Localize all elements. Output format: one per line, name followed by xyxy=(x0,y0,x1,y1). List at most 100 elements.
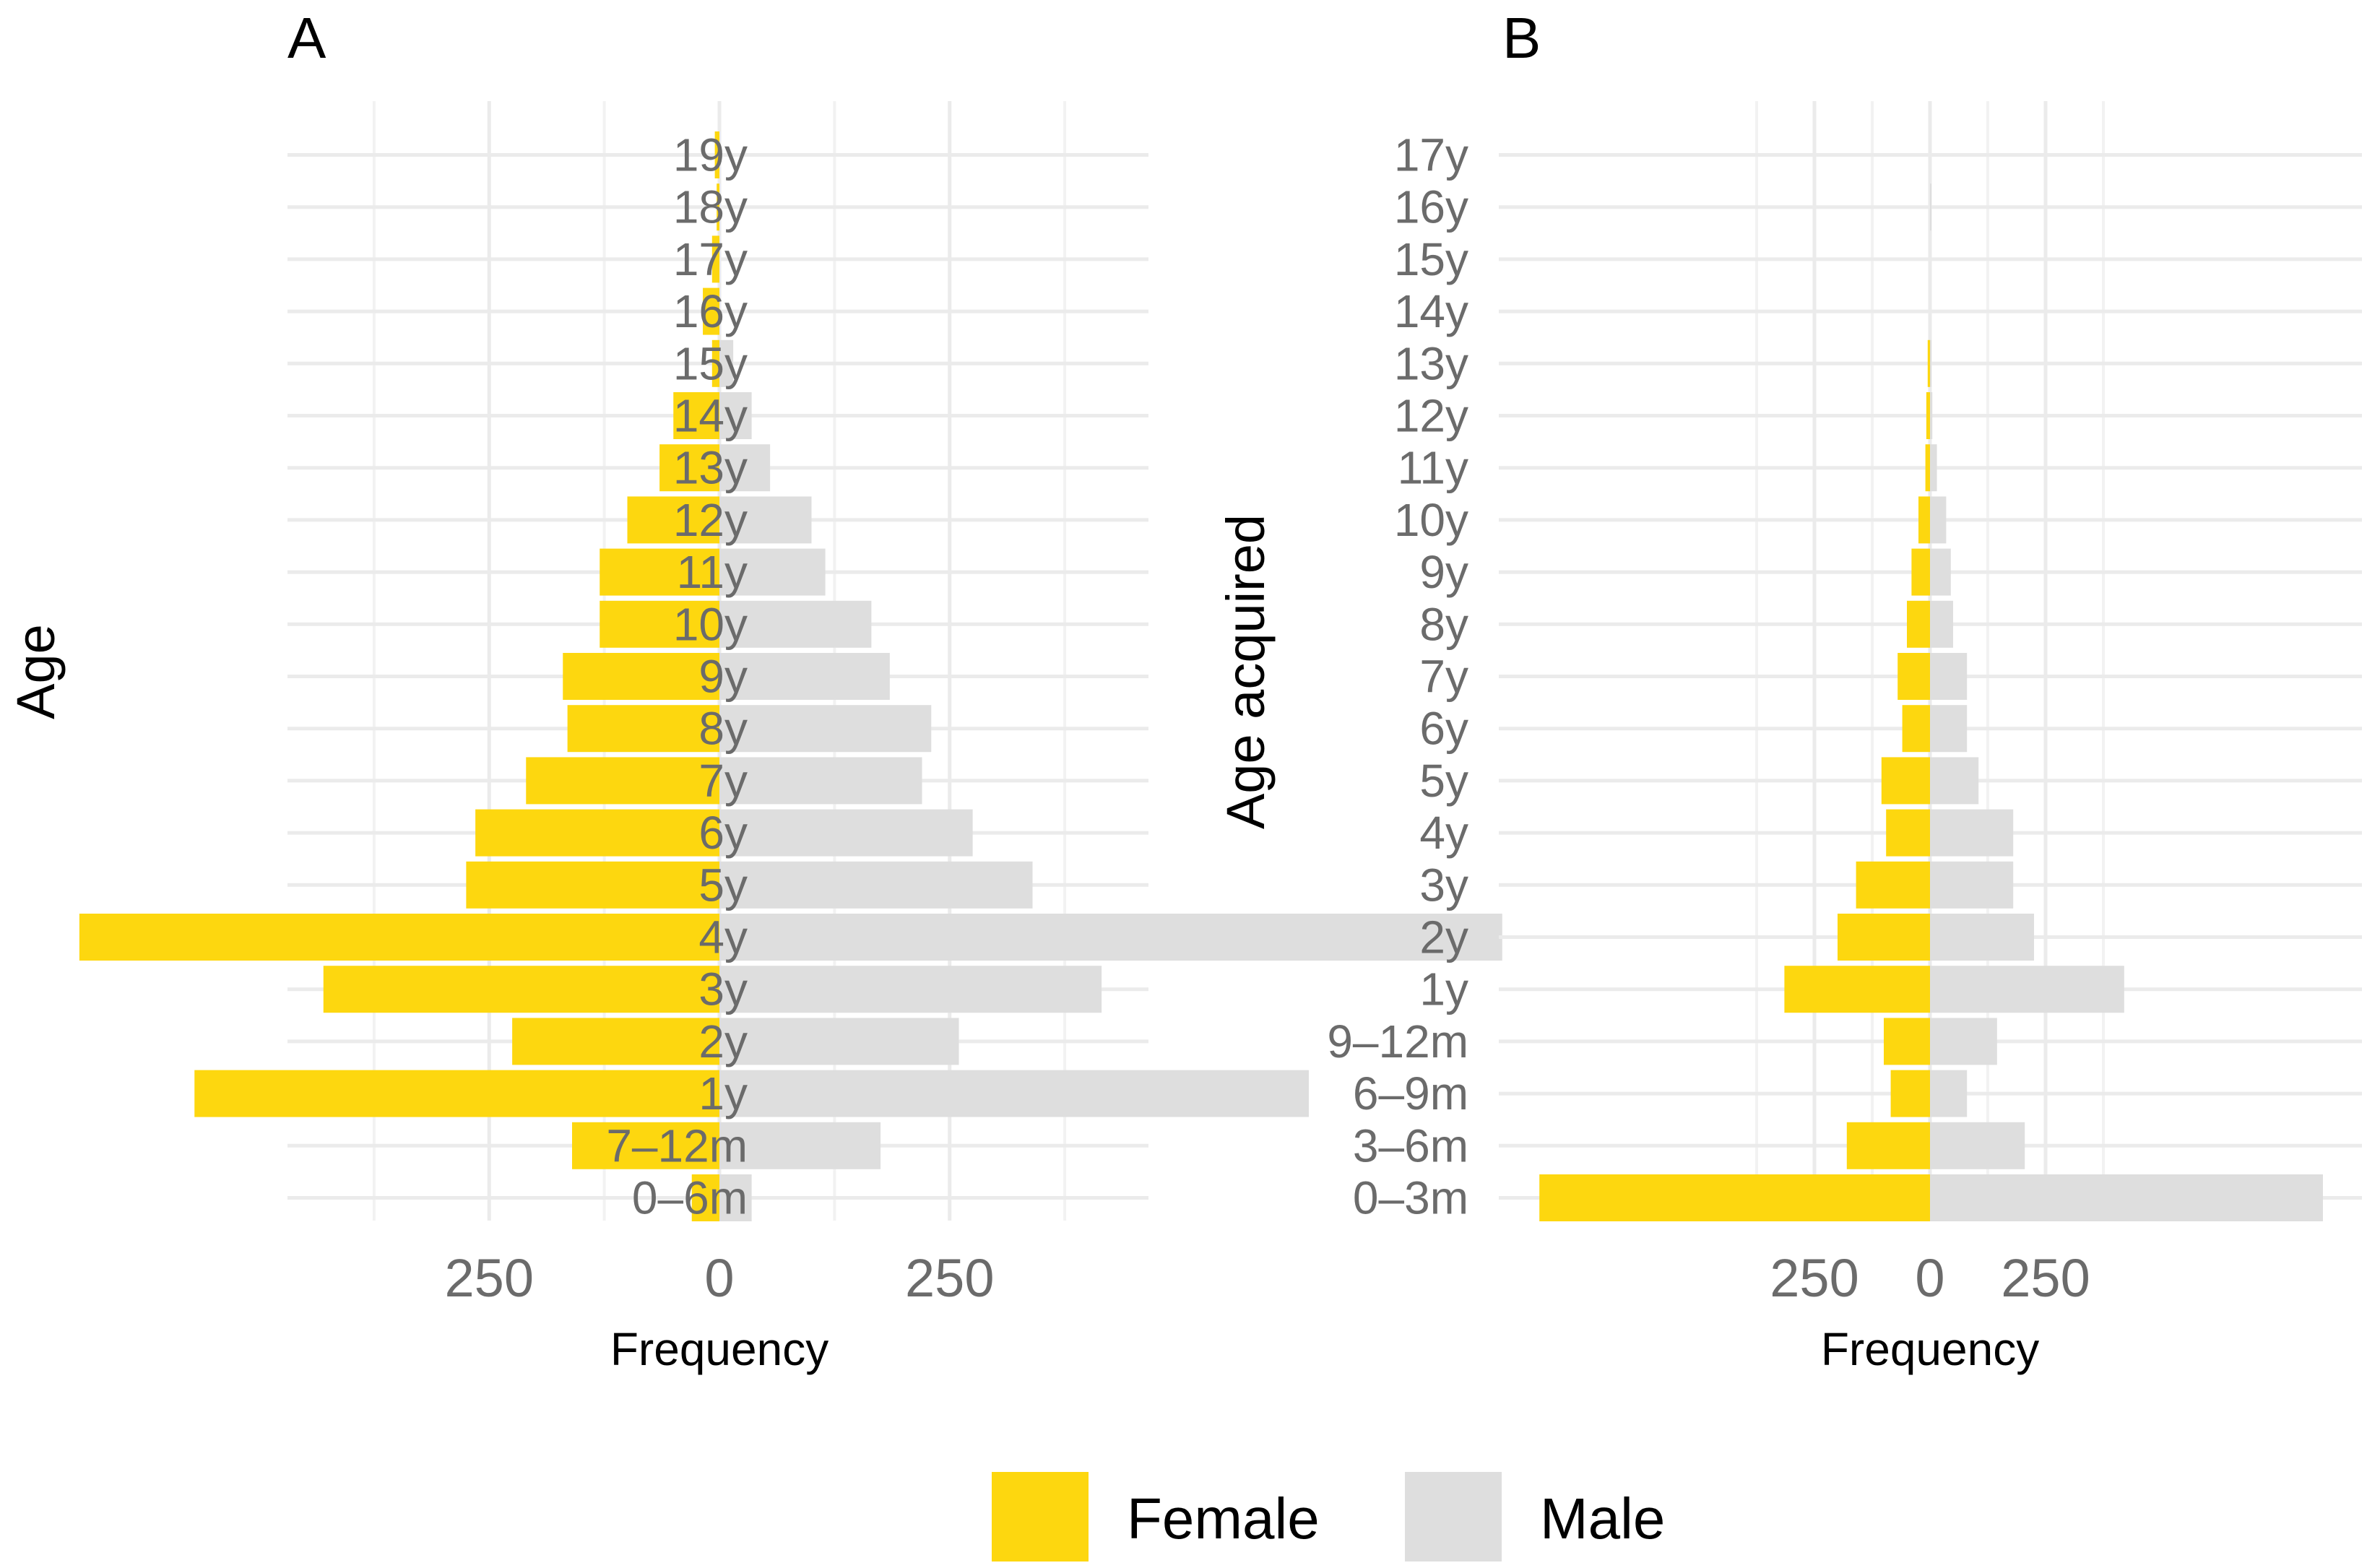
y-tick-label: 9y xyxy=(1419,546,1468,598)
x-tick-label: 0 xyxy=(704,1248,734,1308)
y-tick-label: 8y xyxy=(698,703,748,755)
bar-female xyxy=(659,444,719,492)
y-tick-label: 13y xyxy=(673,442,748,494)
y-tick-label: 3y xyxy=(1419,859,1468,911)
bar-male xyxy=(719,444,771,492)
bar-female xyxy=(194,1070,719,1117)
bar-male xyxy=(719,705,932,753)
bar-female xyxy=(711,235,719,283)
bar-male xyxy=(1930,653,1968,700)
bar-male xyxy=(719,1174,752,1221)
y-tick-label: 6y xyxy=(1419,703,1468,755)
panel-a-y-axis-title: Age xyxy=(6,624,66,719)
y-tick-label: 14y xyxy=(673,390,748,442)
bar-male xyxy=(719,392,752,439)
panel-a-bars xyxy=(79,131,1502,1221)
bar-female xyxy=(714,131,719,178)
y-tick-label: 2y xyxy=(1419,911,1468,963)
y-tick-label: 7–12m xyxy=(606,1119,748,1171)
bar-male xyxy=(1930,392,1933,439)
y-tick-label: 12y xyxy=(1394,390,1468,442)
panel-a-y-ticks: 19y18y17y16y15y14y13y12y11y10y9y8y7y6y5y… xyxy=(606,129,748,1224)
bar-male xyxy=(1930,914,2034,961)
x-tick-label: 250 xyxy=(1770,1248,1858,1308)
y-tick-label: 6–9m xyxy=(1353,1067,1468,1119)
bar-male xyxy=(719,339,734,387)
bar-female xyxy=(572,1122,719,1169)
bar-female xyxy=(703,287,719,335)
y-tick-label: 0–6m xyxy=(632,1172,748,1224)
bar-female xyxy=(512,1018,719,1065)
y-tick-label: 0–3m xyxy=(1353,1172,1468,1224)
bar-male xyxy=(1930,1122,2025,1169)
bar-male xyxy=(719,966,1102,1013)
y-tick-label: 15y xyxy=(1394,233,1468,285)
bar-male xyxy=(1930,861,2014,909)
y-tick-label: 9y xyxy=(698,651,748,703)
y-tick-label: 3–6m xyxy=(1353,1119,1468,1171)
y-tick-label: 16y xyxy=(1394,181,1468,233)
y-tick-label: 18y xyxy=(673,181,748,233)
y-tick-label: 5y xyxy=(698,859,748,911)
bar-female xyxy=(563,653,719,700)
bar-male xyxy=(1930,1070,1968,1117)
y-tick-label: 1y xyxy=(1419,963,1468,1015)
y-tick-label: 7y xyxy=(1419,651,1468,703)
bar-female xyxy=(1846,1122,1930,1169)
bar-male xyxy=(1930,444,1937,492)
y-tick-label: 14y xyxy=(1394,285,1468,337)
bar-female xyxy=(1881,757,1930,805)
bar-female xyxy=(600,548,719,596)
bar-female xyxy=(1898,653,1930,700)
panel-a-x-ticks: 250 0 250 xyxy=(445,1248,995,1308)
bar-female xyxy=(1784,966,1930,1013)
bar-female xyxy=(627,496,719,544)
bar-male xyxy=(1930,757,1979,805)
bar-female xyxy=(526,757,719,805)
bar-female xyxy=(691,1174,719,1221)
panel-b-y-axis-title: Age acquired xyxy=(1216,514,1276,829)
y-tick-label: 19y xyxy=(673,129,748,181)
y-tick-label: 5y xyxy=(1419,755,1468,807)
panel-b-x-ticks: 250 0 250 xyxy=(1770,1248,2090,1308)
bar-female xyxy=(1911,548,1930,596)
bar-female xyxy=(1856,861,1930,909)
x-tick-label: 250 xyxy=(905,1248,994,1308)
y-tick-label: 6y xyxy=(698,807,748,859)
legend-male-label: Male xyxy=(1540,1486,1665,1551)
legend-female-label: Female xyxy=(1127,1486,1320,1551)
legend-male-swatch xyxy=(1405,1472,1502,1561)
bar-female xyxy=(600,600,719,648)
y-tick-label: 17y xyxy=(673,233,748,285)
y-tick-label: 13y xyxy=(1394,337,1468,389)
bar-male xyxy=(719,1122,881,1169)
y-tick-label: 9–12m xyxy=(1327,1015,1468,1067)
bar-female xyxy=(1907,600,1930,648)
bar-female xyxy=(1927,339,1930,387)
bar-female xyxy=(1539,1174,1930,1221)
bar-female xyxy=(466,861,719,909)
bar-female xyxy=(1884,1018,1930,1065)
bar-female xyxy=(1838,914,1930,961)
bar-female xyxy=(1890,1070,1930,1117)
y-tick-label: 3y xyxy=(698,963,748,1015)
y-tick-label: 7y xyxy=(698,755,748,807)
panel-b-x-axis-title: Frequency xyxy=(1821,1323,2039,1375)
y-tick-label: 1y xyxy=(698,1067,748,1119)
bar-female xyxy=(1902,705,1930,753)
bar-female xyxy=(1925,444,1930,492)
y-tick-label: 16y xyxy=(673,285,748,337)
x-tick-label: 0 xyxy=(1915,1248,1944,1308)
y-tick-label: 15y xyxy=(673,337,748,389)
bar-male xyxy=(719,1018,959,1065)
x-tick-label: 250 xyxy=(445,1248,534,1308)
bar-male xyxy=(719,809,973,857)
bar-female xyxy=(1918,496,1930,544)
x-tick-label: 250 xyxy=(2001,1248,2090,1308)
bar-male xyxy=(1930,339,1931,387)
bar-male xyxy=(1930,966,2124,1013)
bar-male xyxy=(1930,1174,2323,1221)
bar-male xyxy=(719,757,922,805)
bar-male xyxy=(719,914,1502,961)
